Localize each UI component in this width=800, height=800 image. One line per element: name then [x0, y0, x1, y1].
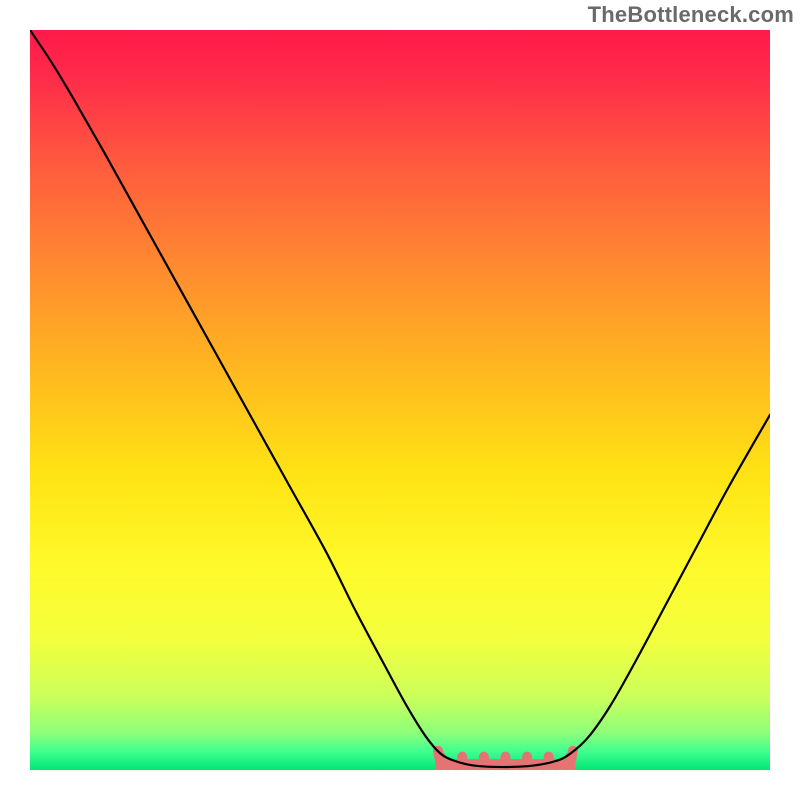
chart-svg: [30, 30, 770, 770]
chart-container: TheBottleneck.com: [0, 0, 800, 800]
plot-frame: [30, 30, 770, 770]
watermark-text: TheBottleneck.com: [588, 2, 794, 28]
chart-background: [30, 30, 770, 770]
